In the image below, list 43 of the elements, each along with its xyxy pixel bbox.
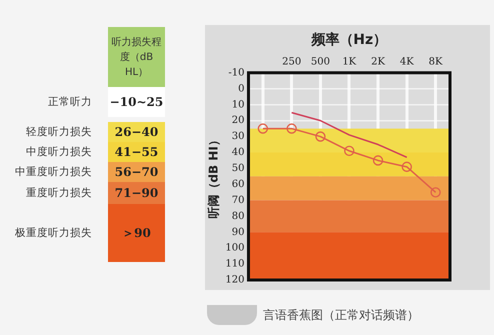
point [286,123,297,134]
text: 56−70 [108,162,165,182]
point [402,162,412,172]
y-tick-label: 70 [232,194,244,206]
text: 26−40 [108,122,165,142]
y-tick-label: 90 [232,226,244,238]
y-tick-label: 60 [232,178,244,190]
y-tick-label: 30 [232,131,244,142]
x-tick-label: 4K [400,56,414,68]
x-tick-label: 2K [371,56,386,68]
point [315,131,326,142]
text: 极重度听力损失 [14,226,93,241]
point [372,155,384,166]
text: 重度听力损失 [25,186,93,201]
x-tick-label: 250 [282,56,302,68]
y-tick-label: 40 [232,147,244,158]
point [258,123,268,134]
point [344,146,354,156]
text: 轻度听力损失 [25,125,93,140]
y-tick-label: 100 [225,242,244,254]
text: ＞90 [108,204,165,262]
x-tick-label: 500 [310,56,330,68]
y-tick-label: 0 [238,83,244,94]
x-axis-title: 频率（Hz） [310,31,388,48]
text: 听力损失程度（dB HL） [108,27,165,87]
y-tick-label: 120 [225,274,244,286]
y-tick-label: 10 [232,99,244,110]
text: 正常听力 [47,95,93,110]
point [430,187,441,198]
y-tick-label: -10 [228,67,244,78]
y-axis-title: 听阈（dB HI） [206,134,220,219]
text: −10~25 [108,87,165,117]
y-tick-label: 80 [232,210,244,222]
y-tick-label: 110 [225,258,244,270]
text: 中重度听力损失 [14,165,93,180]
y-tick-label: 20 [232,115,244,126]
text: 41−55 [108,142,165,162]
x-tick-label: 8K [428,56,444,68]
text: 71−90 [108,182,165,204]
y-tick-label: 50 [232,163,244,174]
x-tick-label: 1K [342,56,357,68]
text: 言语香蕉图（正常对话频谱） [263,307,419,324]
text: 中度听力损失 [25,145,93,160]
